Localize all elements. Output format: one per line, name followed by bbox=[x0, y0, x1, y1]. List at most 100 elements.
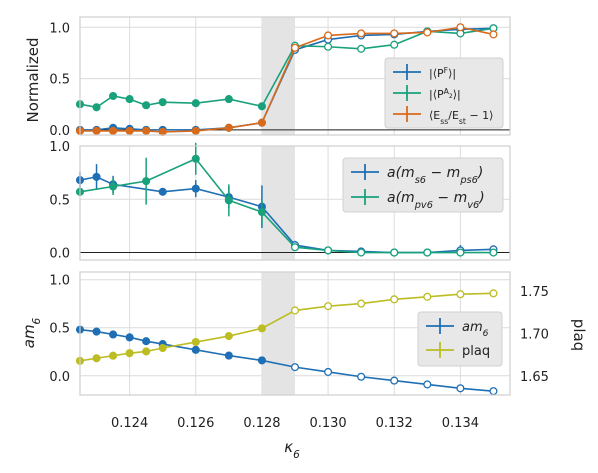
legend-label: |⟨PA2⟩| bbox=[429, 87, 461, 102]
y-tick-label: 1.0 bbox=[49, 21, 70, 36]
data-point bbox=[423, 380, 432, 389]
data-point bbox=[92, 103, 101, 112]
data-point bbox=[357, 29, 366, 38]
data-point bbox=[357, 248, 366, 257]
legend-label: a(ms6 − mps6) bbox=[387, 165, 483, 186]
legend-label: am6 bbox=[462, 320, 489, 339]
y-tick-label: 0.5 bbox=[49, 73, 70, 88]
data-point bbox=[489, 248, 498, 257]
data-point bbox=[125, 126, 134, 135]
data-point bbox=[224, 123, 233, 132]
data-point bbox=[290, 306, 300, 315]
data-point bbox=[324, 302, 333, 311]
data-point bbox=[257, 324, 266, 333]
y2-tick-label: 1.75 bbox=[520, 285, 549, 300]
data-point bbox=[191, 154, 200, 163]
data-point bbox=[191, 184, 200, 193]
data-point bbox=[142, 101, 151, 110]
y-tick-label: 1.0 bbox=[49, 274, 70, 289]
y-tick-label: 0.0 bbox=[49, 247, 70, 262]
data-point bbox=[456, 384, 465, 393]
axes-frame bbox=[79, 145, 511, 261]
data-point bbox=[357, 372, 366, 381]
data-point bbox=[456, 290, 465, 299]
data-point bbox=[390, 295, 399, 304]
data-point bbox=[191, 99, 200, 108]
middle-panel: 0.0 0.5 1.0 a(ms6 − mps6) a(mpv6 − mv6) bbox=[49, 140, 511, 262]
data-point bbox=[357, 299, 366, 308]
data-point bbox=[158, 98, 167, 107]
y-tick-label: 0.0 bbox=[49, 370, 70, 385]
data-point bbox=[224, 196, 233, 205]
data-point bbox=[357, 44, 366, 53]
data-point bbox=[125, 95, 134, 104]
legend-label: a(mpv6 − mv6) bbox=[387, 190, 485, 211]
data-point bbox=[158, 127, 167, 136]
legend-label: plaq bbox=[462, 344, 490, 359]
x-tick-label: 0.126 bbox=[177, 416, 214, 431]
axes-frame bbox=[79, 16, 511, 136]
series-line bbox=[80, 26, 494, 133]
panel2-y2label: plaq bbox=[570, 319, 588, 351]
data-point bbox=[224, 95, 233, 104]
data-point bbox=[423, 28, 432, 37]
y-tick-label: 1.0 bbox=[49, 140, 70, 155]
data-point bbox=[290, 243, 300, 252]
x-tick-label: 0.132 bbox=[376, 416, 413, 431]
data-point bbox=[92, 327, 101, 336]
data-point bbox=[92, 354, 101, 363]
data-point bbox=[489, 30, 498, 39]
data-point bbox=[109, 330, 118, 339]
x-tick-label: 0.130 bbox=[309, 416, 346, 431]
data-point bbox=[456, 23, 465, 32]
data-point bbox=[142, 337, 151, 346]
data-point bbox=[423, 292, 432, 301]
data-point bbox=[191, 345, 200, 354]
data-point bbox=[191, 126, 200, 135]
panel2-xlabel: κ6 bbox=[284, 438, 300, 461]
legend: a(ms6 − mps6) a(mpv6 − mv6) bbox=[342, 157, 504, 213]
data-point bbox=[142, 347, 151, 356]
data-point bbox=[158, 343, 167, 353]
data-point bbox=[489, 289, 498, 298]
y2-tick-label: 1.65 bbox=[520, 370, 549, 385]
series-line bbox=[79, 292, 494, 362]
legend: am6 plaq bbox=[417, 311, 503, 367]
axes-frame bbox=[79, 271, 511, 396]
bottom-panel: 0.0 0.5 1.0 1.65 1.70 1.75 0.124 0.126 0.128 0.13… bbox=[49, 271, 549, 431]
series-line bbox=[79, 27, 494, 109]
data-point bbox=[109, 91, 118, 101]
data-point bbox=[489, 387, 498, 396]
data-point bbox=[257, 118, 266, 127]
data-point bbox=[109, 182, 118, 191]
data-point bbox=[92, 172, 101, 181]
legend: |⟨PF⟩| |⟨PA2⟩| ⟨Ess/Est − 1⟩ bbox=[384, 57, 504, 129]
data-point bbox=[324, 246, 333, 255]
panel2-ylabel: am6 bbox=[20, 317, 43, 348]
data-point bbox=[423, 248, 432, 257]
y2-tick-label: 1.70 bbox=[520, 328, 549, 343]
data-point bbox=[257, 356, 266, 365]
data-point bbox=[142, 126, 151, 135]
data-point bbox=[191, 337, 200, 347]
data-point bbox=[257, 102, 266, 111]
legend-label: |⟨PF⟩| bbox=[429, 66, 456, 81]
data-point bbox=[92, 126, 101, 135]
data-point bbox=[224, 332, 233, 341]
data-point bbox=[324, 367, 333, 376]
data-point bbox=[324, 31, 333, 40]
data-point bbox=[125, 349, 134, 358]
legend-label: ⟨Ess/Est − 1⟩ bbox=[429, 109, 493, 126]
x-tick-label: 0.134 bbox=[442, 416, 479, 431]
data-point bbox=[456, 248, 465, 257]
data-point bbox=[290, 363, 300, 372]
top-panel: 0.0 0.5 1.0 |⟨PF⟩| |⟨PA2⟩| ⟨Ess/Est − 1⟩ bbox=[49, 16, 511, 139]
data-point bbox=[142, 177, 151, 186]
legend-box bbox=[384, 57, 504, 129]
y-tick-label: 0.5 bbox=[49, 193, 70, 208]
data-point bbox=[158, 187, 167, 196]
series-line bbox=[79, 328, 494, 392]
data-point bbox=[390, 40, 399, 49]
data-point bbox=[290, 43, 300, 52]
